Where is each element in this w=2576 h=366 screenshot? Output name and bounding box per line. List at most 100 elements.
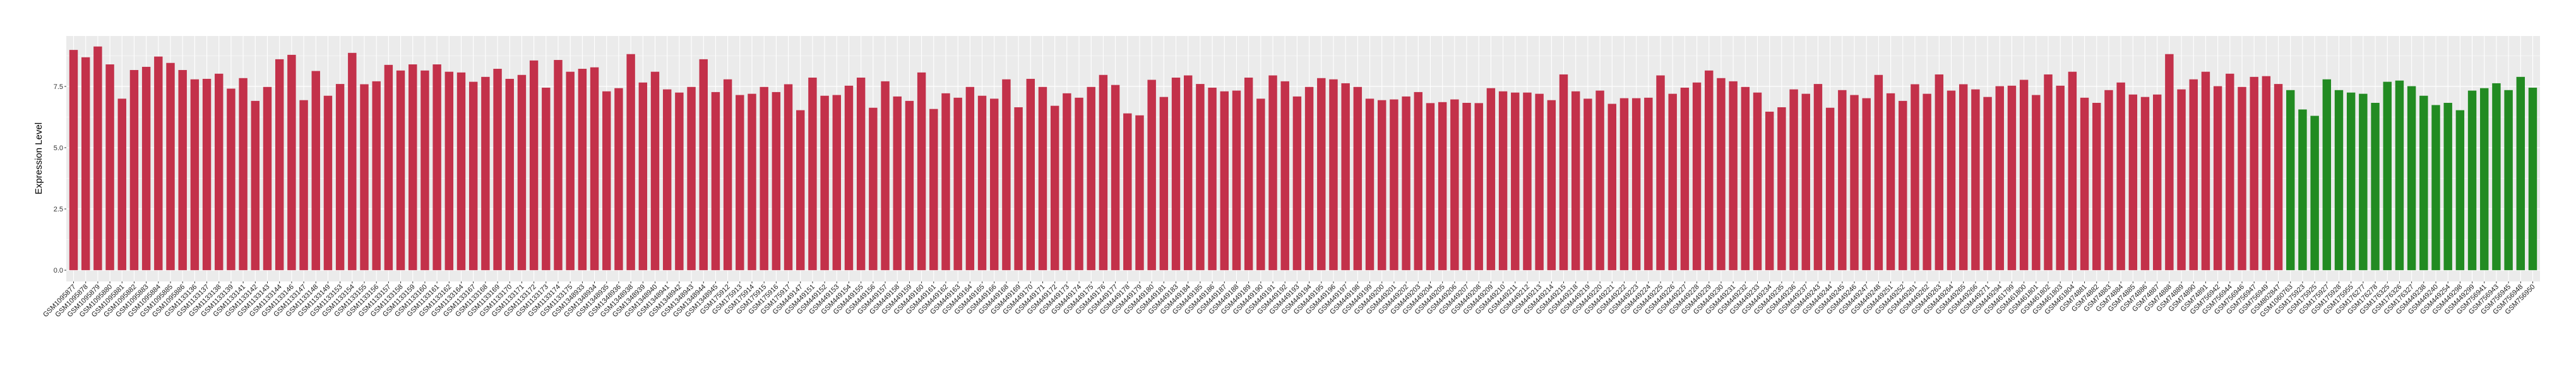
bar-GSM449204 — [1426, 103, 1435, 271]
bar-GSM449218 — [1571, 91, 1580, 271]
bar-GSM449245 — [1838, 90, 1847, 271]
bar-GSM1133136 — [190, 79, 200, 271]
bar-GSM449208 — [1474, 103, 1483, 271]
bar-GSM1348935 — [602, 91, 611, 271]
bar-GSM449222 — [1619, 98, 1629, 271]
bar-GSM1133142 — [251, 100, 260, 271]
bar-GSM756943 — [2492, 83, 2501, 271]
bar-GSM449199 — [1365, 98, 1374, 271]
bar-GSM1095886 — [178, 69, 187, 271]
bar-GSM449263 — [1935, 74, 1944, 271]
plot-panel — [66, 36, 2540, 281]
bar-GSM175923 — [2298, 109, 2307, 271]
bar-GSM1133156 — [372, 81, 381, 271]
bar-GSM449147 — [796, 110, 805, 271]
bar-GSM1095880 — [105, 64, 114, 271]
bar-GSM449232 — [1741, 86, 1750, 271]
bar-GSM449224 — [1644, 97, 1653, 271]
bar-GSM449179 — [1135, 115, 1144, 271]
bar-GSM449212 — [1523, 92, 1532, 271]
bar-GSM1133144 — [275, 59, 284, 271]
bar-GSM449156 — [869, 107, 878, 271]
bar-GSM449231 — [1729, 81, 1738, 271]
bar-GSM449266 — [1971, 89, 1980, 271]
bar-GSM1133175 — [566, 71, 575, 271]
bar-GSM449176 — [1099, 74, 1108, 271]
bar-GSM74888 — [2165, 54, 2174, 271]
bar-GSM1095879 — [93, 46, 102, 271]
bar-GSM449205 — [1438, 102, 1447, 271]
x-axis: GSM1095877GSM1095878GSM1095879GSM1095880… — [42, 281, 2537, 319]
bar-GSM1060763 — [2286, 90, 2295, 271]
bar-GSM74885 — [2128, 94, 2138, 271]
bar-GSM756948 — [2516, 76, 2525, 271]
bar-GSM449243 — [1813, 84, 1823, 271]
bar-GSM1133148 — [311, 71, 320, 271]
bar-GSM449191 — [1268, 75, 1277, 271]
bar-GSM449161 — [929, 109, 938, 271]
bar-GSM461799 — [2007, 85, 2017, 271]
bar-GSM1133158 — [396, 70, 405, 271]
bar-GSM1133146 — [287, 54, 296, 271]
bar-GSM449203 — [1414, 92, 1422, 271]
bar-GSM449159 — [905, 100, 914, 271]
y-tick-label: 2.5 — [54, 206, 63, 213]
bar-GSM449170 — [1026, 78, 1035, 271]
bar-GSM74883 — [2104, 90, 2113, 271]
bar-GSM449227 — [1680, 87, 1690, 271]
bar-GSM449196 — [1329, 79, 1338, 271]
bar-GSM449189 — [1244, 77, 1253, 271]
bar-GSM449195 — [1317, 78, 1326, 271]
bar-GSM449192 — [1280, 81, 1289, 271]
bar-GSM449181 — [1159, 97, 1169, 271]
bar-GSM756941 — [2480, 88, 2489, 271]
bar-GSM449294 — [1995, 86, 2004, 271]
bar-GSM175917 — [784, 84, 793, 271]
bar-GSM449237 — [1801, 93, 1810, 271]
bar-GSM1133149 — [323, 95, 333, 271]
bar-GSM449251 — [1886, 93, 1895, 271]
bar-GSM1133164 — [456, 72, 466, 271]
bars — [69, 46, 2537, 271]
bar-GSM449233 — [1753, 92, 1762, 271]
bar-GSM449200 — [1378, 100, 1386, 271]
bar-GSM449171 — [1038, 86, 1047, 271]
bar-GSM449219 — [1583, 98, 1592, 271]
bar-GSM1348936 — [614, 88, 623, 271]
bar-GSM449160 — [917, 72, 926, 271]
bar-GSM449168 — [1002, 79, 1011, 271]
bar-GSM449184 — [1184, 75, 1193, 271]
bar-GSM1133170 — [505, 78, 514, 271]
bar-GSM449152 — [820, 95, 829, 271]
bar-GSM449271 — [1983, 97, 1992, 271]
bar-GSM1095877 — [69, 50, 78, 271]
bar-GSM449173 — [1063, 93, 1071, 271]
bar-GSM449230 — [1717, 78, 1726, 271]
bar-GSM175915 — [760, 86, 768, 271]
bar-GSM175927 — [2322, 79, 2332, 271]
bar-GSM1095885 — [166, 62, 175, 271]
bar-GSM449201 — [1390, 99, 1398, 271]
bar-GSM1133161 — [432, 64, 441, 271]
bar-GSM175912 — [723, 79, 732, 271]
bar-GSM449180 — [1147, 80, 1156, 271]
bar-GSM449164 — [965, 86, 975, 271]
bar-GSM461801 — [2032, 95, 2041, 271]
bar-GSM1133137 — [202, 78, 212, 271]
bar-GSM449238 — [2419, 95, 2428, 271]
bar-GSM1133139 — [227, 88, 236, 271]
bar-GSM756946 — [2238, 86, 2246, 271]
bar-GSM1095883 — [141, 66, 151, 271]
bar-GSM1133171 — [517, 74, 527, 271]
bar-GSM449298 — [2455, 110, 2465, 271]
y-tick-label: 5.0 — [54, 145, 63, 152]
bar-GSM1133167 — [468, 81, 478, 271]
bar-GSM449187 — [1220, 91, 1229, 271]
bar-GSM449175 — [1087, 86, 1095, 271]
bar-GSM1133169 — [493, 69, 502, 271]
bar-GSM449240 — [2431, 105, 2440, 271]
bar-GSM1348942 — [675, 92, 684, 271]
y-tick-label: 0.0 — [54, 267, 63, 274]
bar-GSM176278 — [2371, 102, 2380, 271]
bar-GSM449178 — [1123, 113, 1132, 271]
